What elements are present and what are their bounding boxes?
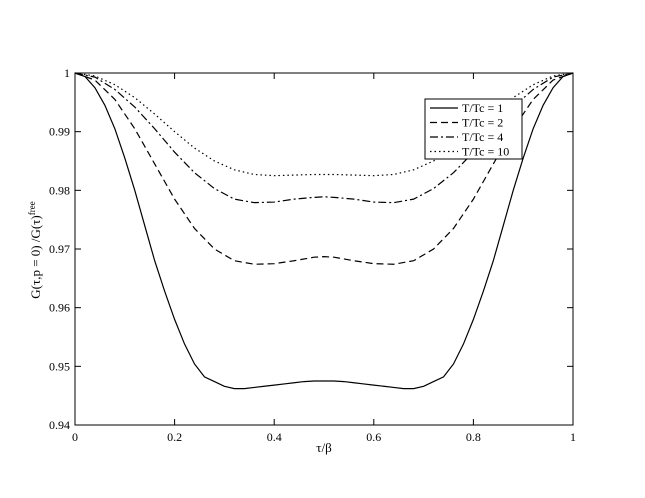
y-tick-label: 0.95 (49, 359, 70, 373)
series-line-4 (74, 72, 574, 177)
y-axis-label-superscript: free (27, 201, 37, 215)
series-line-1 (74, 72, 574, 390)
x-axis-label: τ/β (316, 440, 332, 455)
y-tick-label: 0.98 (49, 183, 70, 197)
legend: T/Tc = 1T/Tc = 2T/Tc = 4T/Tc = 10 (424, 98, 523, 160)
x-tick-label: 0.6 (366, 430, 381, 444)
x-tick-label: 0 (72, 430, 78, 444)
x-tick-label: 0.2 (167, 430, 182, 444)
y-tick-label: 0.97 (49, 242, 70, 256)
legend-label: T/Tc = 1 (462, 101, 503, 115)
x-tick-label: 0.4 (267, 430, 282, 444)
legend-label: T/Tc = 2 (462, 116, 503, 130)
legend-items: T/Tc = 1T/Tc = 2T/Tc = 4T/Tc = 10 (430, 101, 509, 159)
legend-label: T/Tc = 4 (462, 130, 503, 144)
tick-group: 0 0.2 0.4 0.6 0.8 1 0.94 0.95 0.96 0.97 0.98 0.99 1 (49, 66, 576, 444)
x-tick-label: 1 (570, 430, 576, 444)
series-line-2 (74, 72, 574, 265)
legend-box (424, 98, 523, 160)
y-axis-label: G(τ,p = 0) /G(τ)free (27, 201, 43, 298)
legend-label: T/Tc = 10 (462, 145, 509, 159)
y-tick-label: 0.94 (49, 418, 70, 432)
y-tick-label: 0.99 (49, 125, 70, 139)
x-tick-label: 0.8 (466, 430, 481, 444)
y-tick-label: 1 (64, 66, 70, 80)
y-axis-label-main: G(τ,p = 0) /G(τ) (28, 215, 43, 298)
y-tick-label: 0.96 (49, 301, 70, 315)
